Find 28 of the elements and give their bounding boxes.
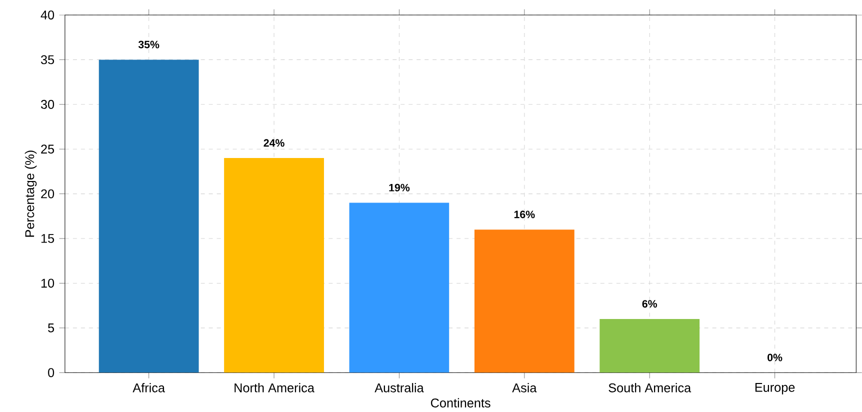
x-tick-label: Europe — [755, 383, 795, 394]
data-label: 6% — [642, 300, 658, 308]
y-tick-label: 25 — [41, 144, 54, 154]
data-label: 0% — [768, 354, 782, 362]
bar — [474, 230, 574, 373]
x-axis-title: Continents — [430, 398, 490, 408]
x-tick-label: North America — [234, 383, 314, 392]
x-tick-label: Australia — [374, 383, 424, 392]
data-label: 24% — [264, 139, 284, 147]
bar — [98, 60, 199, 373]
bar — [600, 319, 700, 373]
y-tick-label: 30 — [40, 100, 54, 109]
x-tick-label: South America — [608, 383, 692, 392]
y-tick-label: 10 — [41, 278, 54, 288]
y-axis-title: Percentage (%) — [24, 150, 37, 237]
y-tick-label: 20 — [41, 189, 54, 198]
bar — [224, 158, 324, 373]
x-tick-label: Asia — [512, 383, 537, 392]
y-tick-label: 35 — [40, 55, 54, 64]
y-tick-label: 0 — [48, 368, 54, 378]
y-tick-label: 40 — [40, 10, 54, 20]
bar — [349, 202, 450, 373]
data-label: 19% — [389, 184, 410, 192]
y-tick-label: 5 — [48, 324, 54, 332]
data-label: 35% — [138, 40, 160, 48]
y-tick-label: 15 — [41, 234, 54, 243]
x-tick-label: Africa — [132, 383, 166, 392]
data-label: 16% — [514, 210, 535, 218]
